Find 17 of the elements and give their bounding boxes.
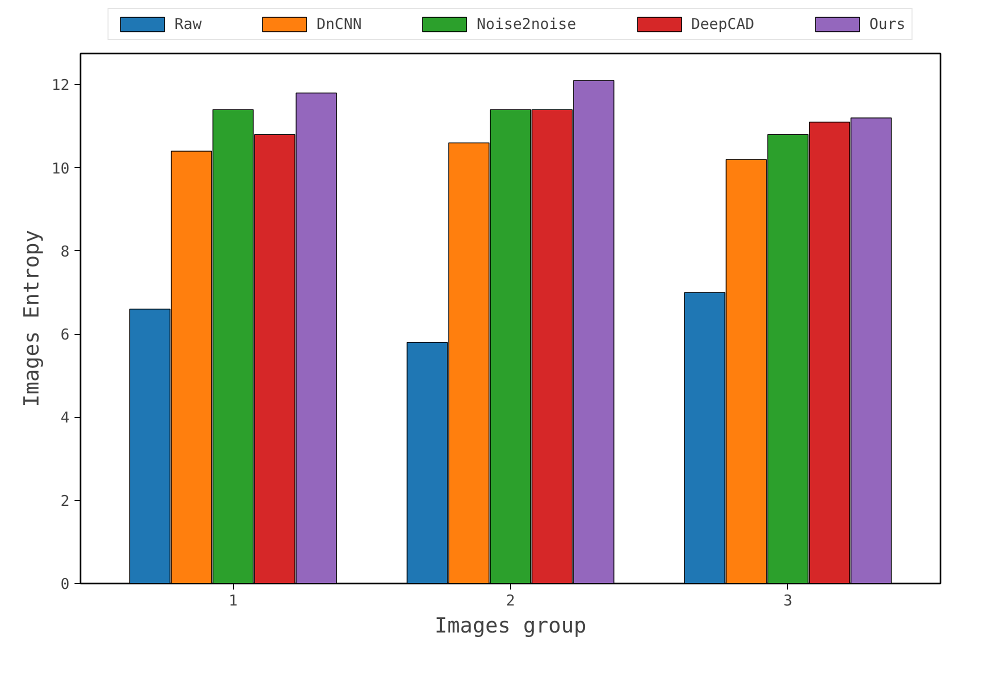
y-tick-label: 8 bbox=[60, 242, 70, 260]
y-tick-label: 4 bbox=[60, 408, 70, 427]
y-tick-label: 0 bbox=[60, 575, 70, 593]
y-tick-label: 6 bbox=[60, 326, 70, 344]
y-axis-title: Images Entropy bbox=[19, 230, 44, 407]
legend-label: DnCNN bbox=[316, 15, 362, 33]
legend-label: DeepCAD bbox=[691, 15, 754, 33]
x-tick-label: 2 bbox=[506, 592, 516, 610]
legend-label: Noise2noise bbox=[476, 15, 576, 33]
x-axis-title: Images group bbox=[434, 614, 586, 638]
y-tick-label: 10 bbox=[51, 159, 70, 178]
legend-label: Ours bbox=[869, 15, 906, 33]
legend-label: Raw bbox=[174, 15, 202, 33]
y-tick-label: 2 bbox=[60, 492, 70, 510]
y-tick-label: 12 bbox=[51, 76, 70, 94]
x-tick-label: 1 bbox=[228, 592, 238, 610]
x-tick-label: 3 bbox=[783, 592, 792, 610]
